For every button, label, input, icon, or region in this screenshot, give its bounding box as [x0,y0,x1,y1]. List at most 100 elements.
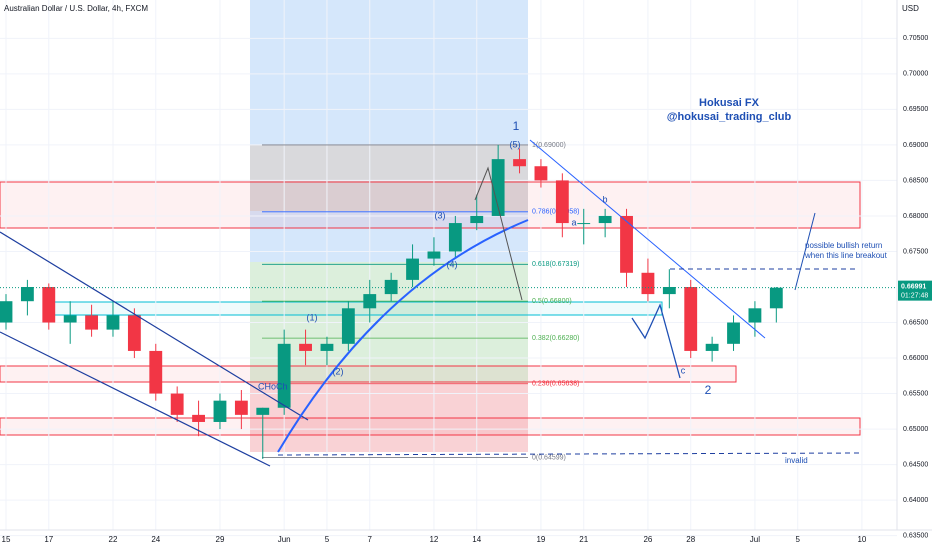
arc [277,219,529,453]
axes: 0.70500 0.70000 0.69500 0.69000 0.68500 0.680… [0,35,932,544]
candle-body [748,308,762,323]
x-tick-label: 14 [472,535,481,544]
y-tick-label: 0.70500 [903,35,928,42]
annotation: possible bullish return [805,241,882,250]
projection-arrow [474,166,523,301]
chart-title: Australian Dollar / U.S. Dollar, 4h, FXC… [4,4,148,13]
candle-body [555,180,569,224]
y-tick-label: 0.70000 [903,71,928,78]
annotation: CHoCh [258,381,288,391]
fib-label: 0.786(0.68058) [532,209,579,216]
fib-label: 0(0.64599) [532,454,566,461]
candle-body [149,350,163,394]
candle-body [620,215,633,273]
y-tick-label: 0.64500 [903,461,928,468]
wave-label: (5) [510,139,521,149]
channel-line [0,231,309,421]
candle-body [769,287,783,309]
invalid-line [277,452,861,456]
candle-body [406,258,419,280]
x-tick-label: 22 [109,535,118,544]
projection-arrow [631,303,681,379]
x-tick-label: 17 [44,535,53,544]
y-tick-label: 0.67500 [903,248,928,255]
countdown: 01:27:48 [901,292,928,299]
candle-body [448,223,462,252]
x-tick-label: Jun [278,535,291,544]
candle-body [427,251,441,259]
candle-body [320,343,334,351]
candle-body [170,393,184,415]
candle-body [256,407,270,415]
candle-body [534,166,548,181]
wave-label: (4) [447,259,458,269]
y-tick-label: 0.64000 [903,497,928,504]
candle-body [106,315,120,330]
y-tick-label: 0.68000 [903,213,928,220]
candle-body [42,286,56,323]
candle-body [0,301,13,323]
y-tick-label: 0.66000 [903,355,928,362]
fib-label: 0.5(0.66800) [532,298,572,305]
candle-body [470,215,484,224]
annotation: when this line breakout [804,251,888,260]
currency: USD [902,4,919,13]
wave-label: a [571,217,576,227]
wave-label: (1) [307,312,318,322]
candle-body [85,315,99,330]
candle-body [491,159,505,216]
fib-zone [250,145,528,211]
annotation: @hokusai_trading_club [667,111,792,123]
annotation: invalid [785,456,808,465]
y-tick-label: 0.68500 [903,177,928,184]
candle-body [705,343,719,351]
fib-label: 1(0.69000) [532,142,566,149]
x-tick-label: 5 [795,535,800,544]
x-tick-label: 29 [216,535,225,544]
candle-body [341,308,355,344]
grid [0,0,897,537]
y-tick-label: 0.63500 [903,532,928,539]
x-tick-label: 26 [643,535,652,544]
candle-body [20,286,34,302]
candle-body [299,343,312,351]
candle-body [513,159,526,167]
candle-body [641,272,655,295]
wave-label: 2 [705,383,712,397]
projection-arrow [794,212,816,291]
y-tick-label: 0.69000 [903,142,928,149]
y-tick-label: 0.66500 [903,319,928,326]
y-tick-label: 0.65500 [903,390,928,397]
candle-body [598,215,612,224]
x-tick-label: 24 [151,535,160,544]
trend-line [529,139,766,339]
x-tick-label: Jul [750,535,760,544]
x-tick-label: 15 [2,535,11,544]
fib-label: 0.236(0.65638) [532,381,579,388]
channel-line [0,331,271,467]
demand-zone [0,417,861,436]
candle-body [684,286,698,351]
x-tick-label: 12 [429,535,438,544]
candle-body [277,343,291,408]
candle-body [662,286,676,295]
last-price-box [898,280,932,301]
candle-body [363,294,377,309]
candle-body [384,279,398,295]
fib-levels: 1(0.69000) 0.786(0.68058) 0.618(0.67319) 0.… [262,142,579,461]
candle-body [63,315,77,323]
wave-label: 1 [513,119,520,133]
y-tick-label: 0.65000 [903,426,928,433]
demand-zone [0,365,737,383]
wave-label: b [602,194,607,204]
x-tick-label: 28 [686,535,695,544]
candle-body [577,223,591,225]
y-tick-label: 0.69500 [903,106,928,113]
candle-body [727,322,740,344]
candle-body [127,315,141,351]
x-tick-label: 19 [536,535,545,544]
fib-label: 0.618(0.67319) [532,261,579,268]
x-tick-label: 5 [325,535,330,544]
x-tick-label: 21 [579,535,588,544]
